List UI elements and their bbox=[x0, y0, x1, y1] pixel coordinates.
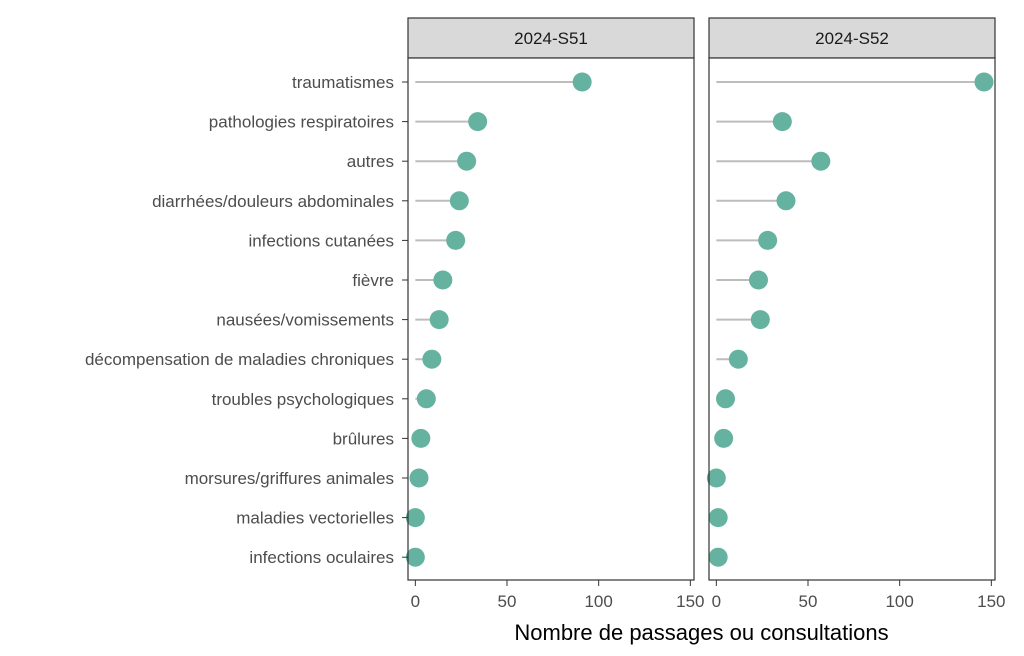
x-tick-label: 150 bbox=[676, 592, 704, 611]
lollipop-point bbox=[772, 112, 792, 132]
facet-panels bbox=[405, 57, 996, 581]
facet-strip-label: 2024-S52 bbox=[815, 29, 889, 48]
lollipop-point bbox=[811, 151, 831, 171]
lollipop-point bbox=[714, 428, 734, 448]
facet-panel bbox=[706, 57, 996, 581]
lollipop-point bbox=[468, 112, 488, 132]
category-label: infections cutanées bbox=[248, 231, 394, 250]
x-tick-label: 100 bbox=[885, 592, 913, 611]
category-label: morsures/griffures animales bbox=[185, 469, 394, 488]
lollipop-point bbox=[776, 191, 796, 211]
category-label: décompensation de maladies chroniques bbox=[85, 350, 394, 369]
lollipop-point bbox=[405, 547, 425, 567]
x-tick-label: 0 bbox=[411, 592, 420, 611]
lollipop-point bbox=[416, 389, 436, 409]
facet-strip bbox=[407, 17, 695, 59]
category-label: nausées/vomissements bbox=[216, 311, 394, 330]
category-label: autres bbox=[347, 152, 394, 171]
x-tick-label: 150 bbox=[977, 592, 1005, 611]
lollipop-point bbox=[446, 230, 466, 250]
category-label: brûlures bbox=[333, 429, 394, 448]
lollipop-point bbox=[750, 310, 770, 330]
lollipop-point bbox=[708, 547, 728, 567]
category-label: maladies vectorielles bbox=[236, 509, 394, 528]
x-axis-title: Nombre de passages ou consultations bbox=[514, 620, 888, 645]
lollipop-point bbox=[572, 72, 592, 92]
category-label: troubles psychologiques bbox=[212, 390, 394, 409]
lollipop-point bbox=[433, 270, 453, 290]
x-tick-label: 0 bbox=[712, 592, 721, 611]
lollipop-point bbox=[405, 508, 425, 528]
x-tick-label: 50 bbox=[498, 592, 517, 611]
category-label: fièvre bbox=[352, 271, 394, 290]
lollipop-point bbox=[758, 230, 778, 250]
category-label: pathologies respiratoires bbox=[209, 113, 394, 132]
lollipop-point bbox=[429, 310, 449, 330]
lollipop-point bbox=[449, 191, 469, 211]
panel-border bbox=[407, 57, 695, 581]
facet-strips: 2024-S51 2024-S52 bbox=[407, 17, 996, 59]
category-labels: traumatismes pathologies respiratoires aut… bbox=[85, 73, 408, 567]
x-tick-label: 50 bbox=[799, 592, 818, 611]
facet-strip bbox=[708, 17, 996, 59]
lollipop-point bbox=[708, 508, 728, 528]
facet-panel bbox=[405, 57, 695, 581]
x-tick-label: 100 bbox=[584, 592, 612, 611]
lollipop-point bbox=[974, 72, 994, 92]
category-label: infections oculaires bbox=[249, 548, 394, 567]
category-label: diarrhées/douleurs abdominales bbox=[152, 192, 394, 211]
lollipop-point bbox=[728, 349, 748, 369]
lollipop-point bbox=[716, 389, 735, 409]
facet-strip-label: 2024-S51 bbox=[514, 29, 588, 48]
lollipop-point bbox=[411, 428, 431, 448]
lollipop-point bbox=[409, 468, 429, 488]
panel-border bbox=[708, 57, 996, 581]
lollipop-point bbox=[457, 151, 477, 171]
category-label: traumatismes bbox=[292, 73, 394, 92]
lollipop-point bbox=[706, 468, 726, 488]
lollipop-point bbox=[749, 270, 768, 290]
panel-background bbox=[408, 58, 694, 580]
x-axes: 0 50 100 150 0 50 100 150 bbox=[411, 580, 1006, 611]
lollipop-point bbox=[422, 349, 442, 369]
